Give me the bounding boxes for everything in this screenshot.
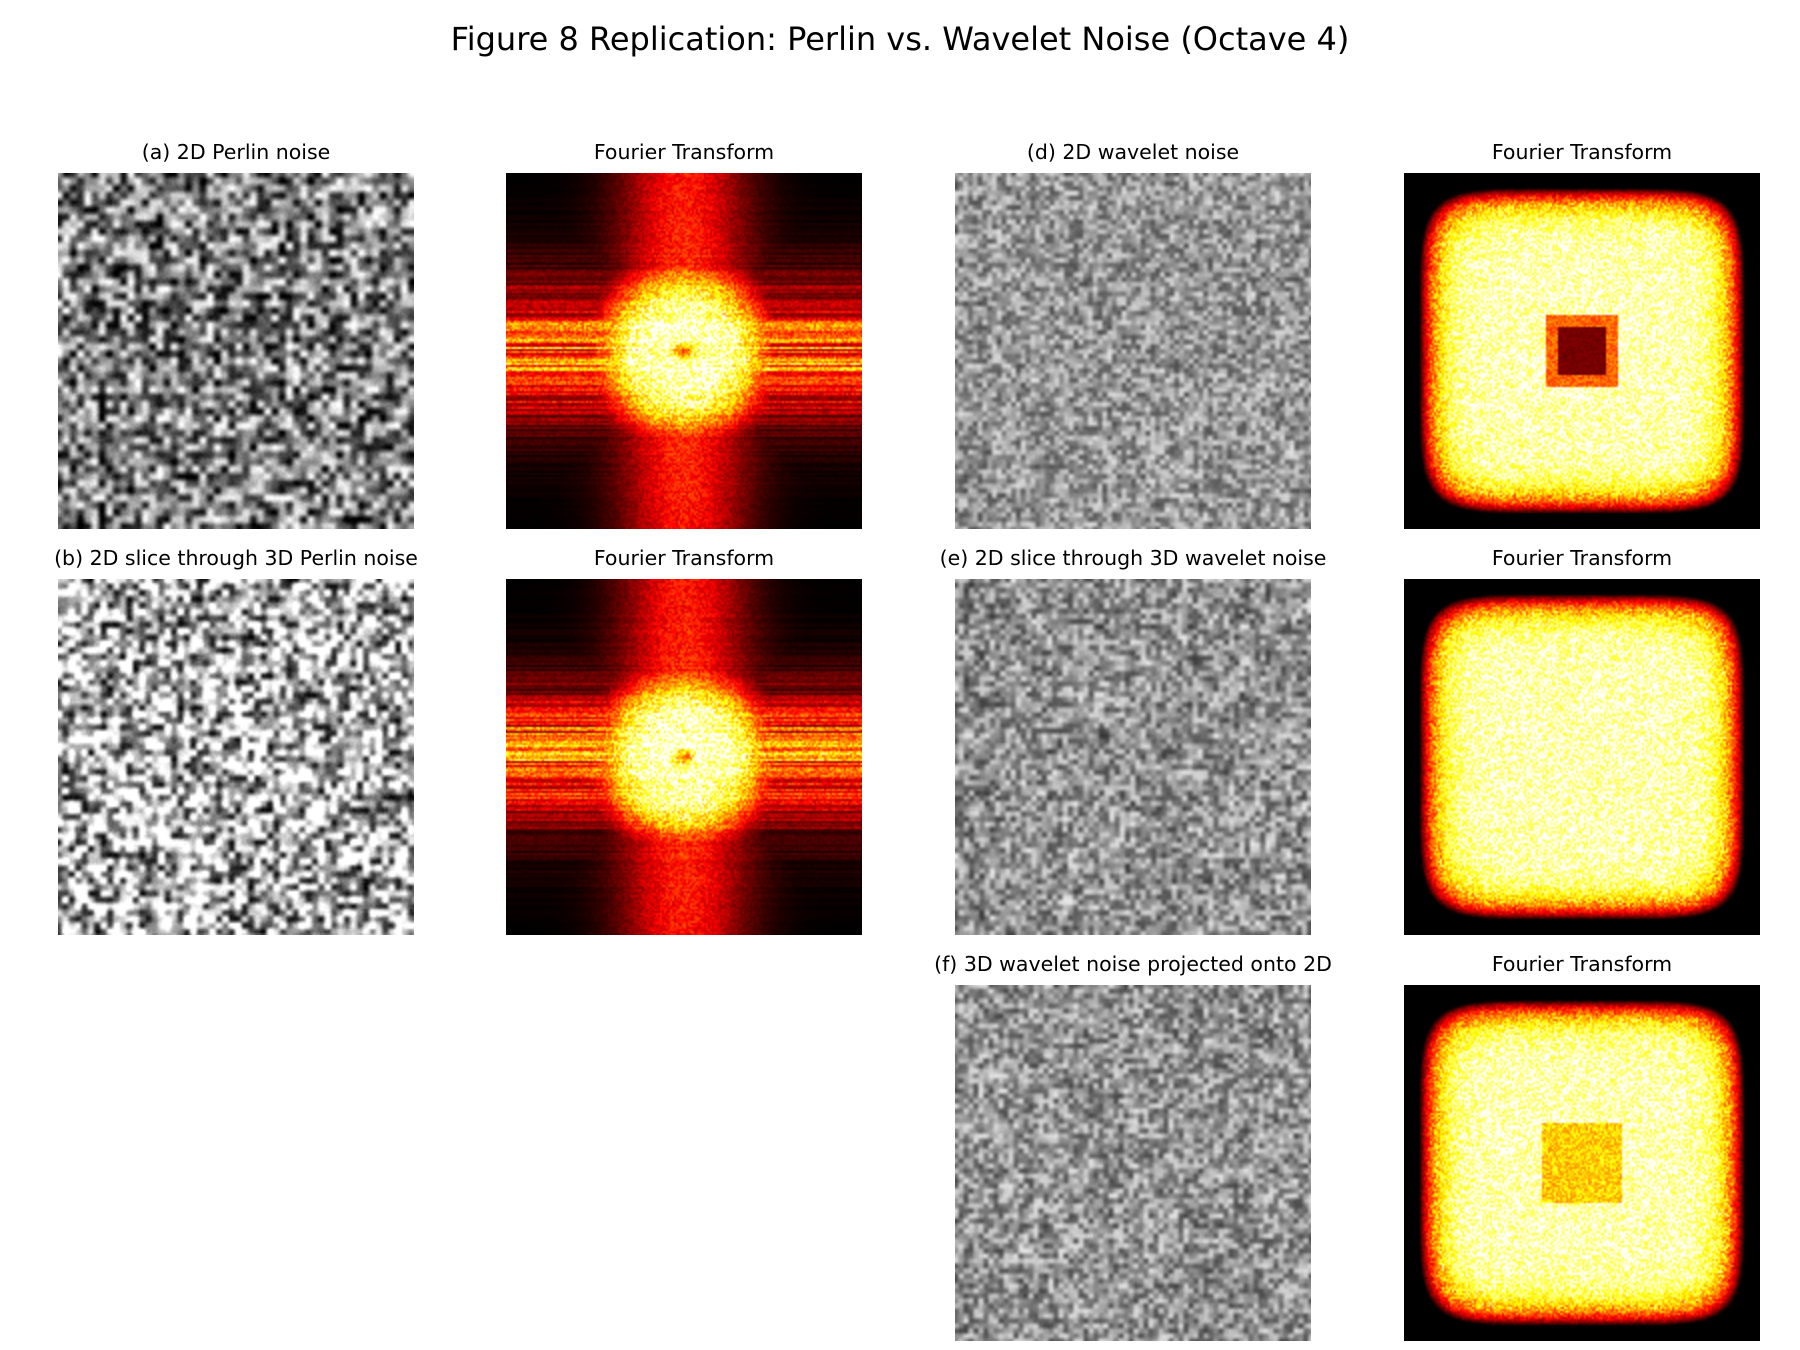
- panel-title: (e) 2D slice through 3D wavelet noise: [939, 546, 1327, 570]
- fourier-image: [1404, 173, 1760, 529]
- fourier-image: [1404, 579, 1760, 935]
- noise-image: [955, 985, 1311, 1341]
- noise-image: [58, 579, 414, 935]
- panel-title: Fourier Transform: [593, 140, 775, 164]
- panel-title: Fourier Transform: [1491, 140, 1673, 164]
- figure-title: Figure 8 Replication: Perlin vs. Wavelet…: [450, 20, 1350, 58]
- panel-title: (d) 2D wavelet noise: [1026, 140, 1240, 164]
- noise-image: [955, 173, 1311, 529]
- panel-title: (f) 3D wavelet noise projected onto 2D: [934, 952, 1332, 976]
- panel-title: Fourier Transform: [593, 546, 775, 570]
- noise-image: [58, 173, 414, 529]
- panel-title: (b) 2D slice through 3D Perlin noise: [54, 546, 418, 570]
- noise-image: [955, 579, 1311, 935]
- fourier-image: [506, 173, 862, 529]
- panel-title: Fourier Transform: [1491, 546, 1673, 570]
- fourier-image: [1404, 985, 1760, 1341]
- panel-title: (a) 2D Perlin noise: [141, 140, 331, 164]
- fourier-image: [506, 579, 862, 935]
- panel-title: Fourier Transform: [1491, 952, 1673, 976]
